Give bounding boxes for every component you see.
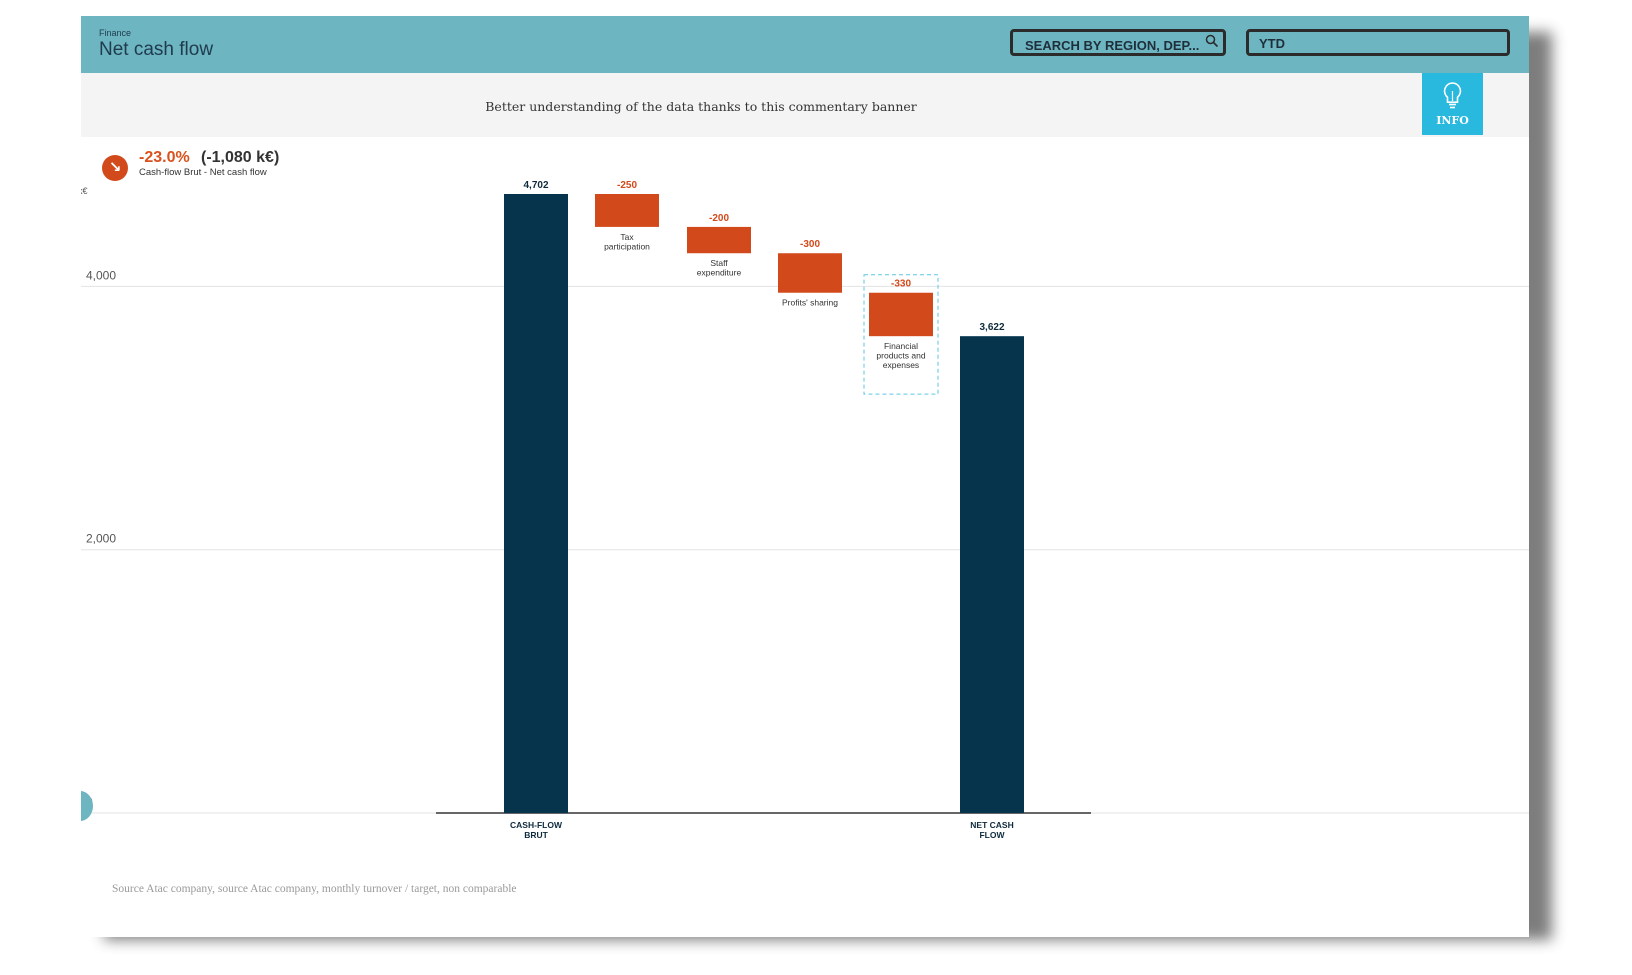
- y-tick-label: 2,000: [86, 532, 116, 546]
- category-label: CASH-FLOW: [510, 820, 563, 830]
- bar-value-label: -200: [709, 213, 729, 224]
- info-button[interactable]: INFO: [1422, 73, 1483, 140]
- category-label: Staff: [710, 258, 728, 268]
- bar-value-label: 3,622: [979, 322, 1004, 333]
- page-title: Net cash flow: [99, 39, 214, 60]
- search-icon[interactable]: [1205, 34, 1219, 53]
- period-selector[interactable]: YTD: [1246, 29, 1510, 56]
- y-tick-label: 4,000: [86, 268, 116, 282]
- commentary-text: Better understanding of the data thanks …: [485, 99, 917, 114]
- kpi-change: -23.0%: [139, 149, 190, 166]
- category-label: Financial: [884, 341, 918, 351]
- category-label: participation: [604, 241, 650, 251]
- info-tab-edge: [1422, 134, 1483, 140]
- delta-bar[interactable]: [778, 253, 842, 293]
- category-label: Profits' sharing: [782, 298, 838, 308]
- bar-value-label: -250: [617, 180, 637, 191]
- category-label: expenditure: [697, 268, 742, 278]
- header-bar: Finance Net cash flow YTD: [81, 16, 1529, 73]
- total-bar[interactable]: [960, 336, 1024, 813]
- dashboard-card: Finance Net cash flow YTD Better underst…: [81, 16, 1529, 937]
- kpi-absolute: (-1,080 k€): [201, 149, 280, 166]
- section-label: Finance: [99, 28, 132, 38]
- source-note: Source Atac company, source Atac company…: [112, 883, 517, 895]
- search-box[interactable]: [1010, 29, 1226, 56]
- category-label: BRUT: [524, 830, 548, 840]
- category-label: NET CASH: [970, 820, 1013, 830]
- commentary-banner: Better understanding of the data thanks …: [81, 73, 1529, 137]
- category-label: expenses: [883, 360, 919, 370]
- arrow-down-right-icon: ↘: [102, 155, 128, 181]
- delta-bar[interactable]: [687, 226, 751, 254]
- y-unit-label: k€: [81, 186, 88, 196]
- lightbulb-icon: [1443, 82, 1462, 109]
- bar-value-label: 4,702: [523, 180, 548, 191]
- category-label: products and: [876, 351, 925, 361]
- kpi-caption: Cash-flow Brut - Net cash flow: [139, 167, 267, 178]
- search-input[interactable]: [1023, 35, 1207, 55]
- delta-bar[interactable]: [595, 194, 659, 227]
- selection-outline: [863, 274, 939, 395]
- delta-bar[interactable]: [869, 292, 933, 337]
- bar-value-label: -300: [800, 239, 820, 250]
- total-bar[interactable]: [504, 194, 568, 813]
- category-label: Tax: [620, 232, 634, 242]
- period-value: YTD: [1259, 36, 1285, 51]
- bar-value-label: -330: [891, 279, 911, 290]
- info-label: INFO: [1436, 114, 1469, 127]
- help-icon[interactable]: [81, 791, 93, 821]
- waterfall-chart: 02,0004,000k€4,702CASH-FLOWBRUT-250Taxpa…: [81, 180, 1529, 840]
- category-label: FLOW: [979, 830, 1005, 840]
